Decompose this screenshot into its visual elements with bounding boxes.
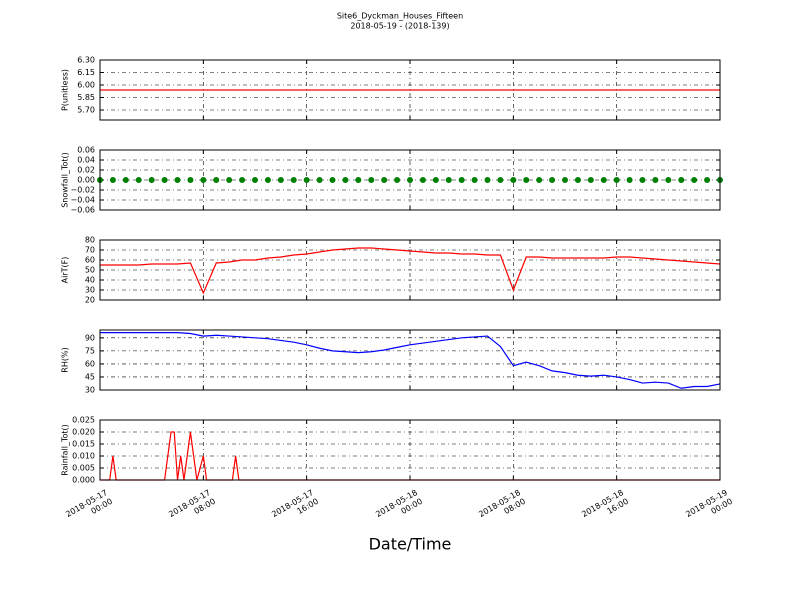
- data-point: [213, 177, 220, 183]
- data-point: [471, 177, 478, 183]
- y-tick-label: 75: [85, 346, 95, 355]
- data-point: [678, 177, 685, 183]
- data-point: [394, 177, 401, 183]
- data-point: [316, 177, 323, 183]
- y-tick-label: −0.02: [70, 186, 95, 195]
- data-point: [252, 177, 258, 183]
- data-point: [497, 177, 504, 183]
- y-tick-label: 80: [85, 236, 95, 245]
- axes-frame: [99, 59, 721, 121]
- data-point: [174, 177, 181, 183]
- y-axis-label: RH(%): [61, 347, 70, 372]
- data-point: [329, 177, 336, 183]
- chart-title: Site6_Dyckman_Houses_Fifteen: [337, 12, 463, 21]
- data-point: [200, 177, 207, 183]
- axes-frame: [99, 149, 721, 211]
- y-tick-label: 0.06: [77, 146, 95, 155]
- y-tick-label: 30: [85, 386, 95, 395]
- data-point: [665, 177, 672, 183]
- data-point: [536, 177, 543, 183]
- y-tick-label: 70: [85, 246, 95, 255]
- y-tick-label: 0.020: [72, 428, 95, 437]
- data-point: [355, 177, 362, 183]
- y-tick-label: 20: [85, 296, 95, 305]
- data-point: [148, 177, 155, 183]
- data-point: [458, 177, 465, 183]
- y-tick-label: 0.025: [72, 416, 95, 425]
- y-tick-label: 60: [85, 359, 95, 368]
- data-point: [161, 177, 168, 183]
- data-point: [264, 177, 271, 183]
- y-tick-label: −0.06: [70, 206, 95, 215]
- data-point: [613, 177, 620, 183]
- data-point: [419, 177, 426, 183]
- data-point: [135, 177, 142, 183]
- y-tick-label: 5.85: [77, 93, 95, 102]
- data-point: [407, 177, 413, 183]
- data-line: [100, 247, 721, 295]
- data-point: [239, 177, 246, 183]
- data-point: [187, 177, 194, 183]
- data-point: [652, 177, 659, 183]
- y-tick-label: 0.02: [77, 166, 95, 175]
- data-point: [484, 177, 491, 183]
- data-point: [626, 177, 633, 183]
- y-tick-label: 50: [85, 266, 95, 275]
- axes-frame: [99, 329, 721, 391]
- y-tick-label: 30: [85, 286, 95, 295]
- data-point: [510, 177, 517, 183]
- data-line: [100, 431, 720, 481]
- data-point: [109, 177, 116, 183]
- y-tick-label: 0.015: [72, 440, 95, 449]
- y-tick-label: 45: [85, 372, 95, 381]
- y-tick-label: 0.005: [72, 464, 95, 473]
- y-tick-label: 60: [85, 256, 95, 265]
- y-tick-label: 6.30: [77, 56, 95, 65]
- axes-frame: [99, 239, 721, 301]
- y-tick-label: 90: [85, 333, 95, 342]
- y-tick-label: 40: [85, 276, 95, 285]
- data-point: [342, 177, 349, 183]
- data-point: [600, 177, 607, 183]
- data-point: [691, 177, 698, 183]
- y-tick-label: 6.00: [77, 81, 95, 90]
- data-point: [549, 177, 556, 183]
- data-point: [381, 177, 388, 183]
- y-axis-label: P(unitless): [61, 69, 70, 111]
- y-tick-label: 5.70: [77, 106, 95, 115]
- y-tick-label: 0.000: [72, 476, 95, 485]
- data-point: [432, 177, 439, 183]
- data-point: [122, 177, 129, 183]
- y-tick-label: 0.010: [72, 452, 95, 461]
- axes-frame: [99, 419, 721, 481]
- y-tick-label: 6.15: [77, 68, 95, 77]
- x-axis-label: Date/Time: [369, 535, 452, 554]
- chart-subtitle: 2018-05-19 - (2018-139): [350, 22, 449, 31]
- data-point: [574, 177, 581, 183]
- data-line: [100, 332, 721, 389]
- data-point: [277, 177, 284, 183]
- data-point: [587, 177, 594, 183]
- data-point: [704, 177, 711, 183]
- y-tick-label: −0.04: [70, 196, 95, 205]
- data-point: [562, 177, 568, 183]
- y-axis-label: Rainfall_Tot(): [61, 424, 70, 476]
- data-point: [523, 177, 530, 183]
- y-tick-label: 0.04: [77, 156, 95, 165]
- data-point: [303, 177, 310, 183]
- y-axis-label: Snowfall_Tot(): [61, 152, 70, 208]
- data-point: [368, 177, 375, 183]
- data-point: [290, 177, 297, 183]
- y-axis-label: AirT(F): [61, 257, 70, 284]
- y-tick-label: 0.00: [77, 176, 95, 185]
- data-point: [445, 177, 452, 183]
- data-point: [226, 177, 233, 183]
- data-point: [639, 177, 646, 183]
